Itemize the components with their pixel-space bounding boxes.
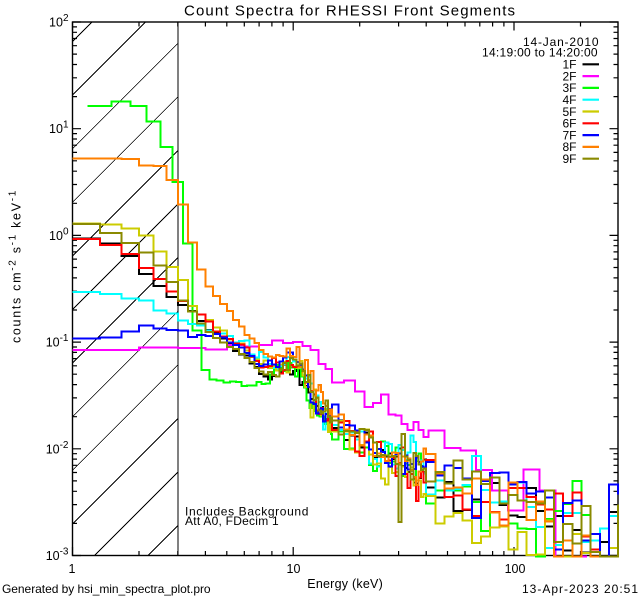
- svg-text:3F: 3F: [562, 81, 576, 95]
- svg-text:100: 100: [505, 562, 526, 576]
- svg-text:counts cm-2 s-1 keV-1: counts cm-2 s-1 keV-1: [8, 189, 24, 343]
- svg-text:9F: 9F: [562, 152, 576, 166]
- svg-text:6F: 6F: [562, 117, 576, 131]
- svg-text:Generated by hsi_min_spectra_p: Generated by hsi_min_spectra_plot.pro: [2, 582, 211, 596]
- svg-text:1F: 1F: [562, 58, 576, 72]
- svg-text:4F: 4F: [562, 93, 576, 107]
- svg-text:8F: 8F: [562, 140, 576, 154]
- svg-text:2F: 2F: [562, 69, 576, 83]
- svg-text:Att A0, FDecim 1: Att A0, FDecim 1: [185, 514, 279, 528]
- svg-text:7F: 7F: [562, 128, 576, 142]
- svg-text:14-Jan-2010: 14-Jan-2010: [523, 35, 599, 49]
- svg-text:5F: 5F: [562, 105, 576, 119]
- svg-text:13-Apr-2023 20:51: 13-Apr-2023 20:51: [522, 582, 638, 596]
- svg-text:14:19:00 to 14:20:00: 14:19:00 to 14:20:00: [482, 46, 598, 60]
- svg-text:10: 10: [287, 562, 301, 576]
- svg-text:Energy (keV): Energy (keV): [307, 577, 383, 591]
- svg-text:1: 1: [69, 562, 76, 576]
- svg-text:Count Spectra for RHESSI Front: Count Spectra for RHESSI Front Segments: [184, 3, 515, 20]
- svg-text:Includes Background: Includes Background: [185, 505, 308, 519]
